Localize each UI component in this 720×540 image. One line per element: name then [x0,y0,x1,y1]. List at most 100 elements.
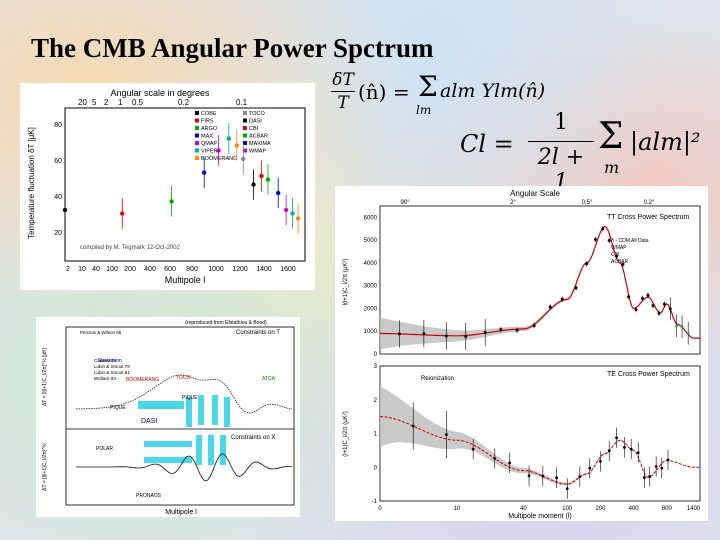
plot1-legend-item: ACBAR [249,134,268,140]
te-data-point [599,460,602,463]
te-data-point [615,436,618,440]
plot1-top-tick: 20 [78,98,87,107]
plot2-annotation: Saskatoon [98,358,122,364]
tt-data-point [585,262,589,266]
plot1-legend-swatch [195,148,199,153]
plot2-constraint-bar [196,435,202,465]
tt-data-point [675,324,679,328]
tt-data-point [574,286,578,290]
plot3-svg: Angular Scale 90° 2° 0.5° 0.2° l(l+1)C_l… [343,189,701,520]
plot3-top-ticks: 90° 2° 0.5° 0.2° [400,200,655,206]
plot2-annotation: TOCO [176,375,190,381]
equation-cl: Cl = 1 2l + 1 Σ m |alm|² [460,110,710,195]
plot1-data-point [295,216,301,221]
plot3-y-tick: 1000 [364,329,378,335]
plot1-legend-item: MAX [201,134,213,140]
plot3-top-tick: 0.5° [582,200,593,206]
plot2-annotation: PRONAOS [136,493,162,499]
plot1-data-point [241,156,246,162]
plot2-annotation: BOOMERANG [126,377,159,383]
tt-data-point [601,227,605,231]
plot2-constraint-bar [224,397,230,427]
te-data-point [666,458,670,462]
plot1-data-point [283,207,289,213]
tt-data-point [483,331,487,335]
plot2-constraint-bar [208,435,214,465]
te-data-point [555,476,558,480]
plot1-legend-item: FIRS [201,119,214,125]
plot3-tt-frame [379,205,701,355]
plot3-te-title: TE Cross Power Spectrum [607,371,690,378]
tt-data-point [422,332,426,336]
plot1-data-point [259,173,264,179]
plot1-x-tick: 400 [144,266,156,273]
plot3-y-tick: 2000 [364,306,378,312]
plot2-constraint-bar [220,435,226,465]
te-data-point [578,475,582,479]
plot1-legend-swatch [195,118,199,123]
plot3-top-tick: 2° [510,200,516,206]
plot1-data-point [169,199,174,204]
plot2-frame [65,326,295,506]
plot1-x-tick: 2 [66,266,70,273]
tt-data-point [615,254,619,258]
eq1-delta-t: δT [332,70,354,90]
sum-symbol-1: Σ [418,70,438,103]
plot3-y-tick: 2 [374,398,378,404]
plot3-top-tick: 0.2° [644,200,655,206]
eq1-sum-sub: lm [416,103,432,117]
plot2-svg: (reproduced from Efstathiou & Bond) Cons… [41,320,295,516]
plot1-top-ticks: 20 5 2 1 0.5 0.2 0.1 [78,98,248,107]
tt-data-point [532,324,536,328]
plot1-x-label: Multipole l [165,275,206,285]
plot3-y-tick: 6000 [364,215,378,221]
plot1-data-point [120,211,125,216]
slide-title: The CMB Angular Power Spctrum [31,33,434,63]
plot3-x-label: Multipole moment (l) [508,513,571,520]
plot3-legend-item: ACBAR [611,259,629,265]
plot1-legend-item: ARGO [201,126,218,132]
tt-data-point [464,334,468,338]
plot3-x-tick: 200 [595,506,606,512]
te-data-point [588,466,592,470]
tt-data-point [444,334,448,338]
plot1-legend-swatch [243,111,247,115]
plot1-legend-swatch [243,141,247,145]
eq2-rhs: |alm|² [630,128,701,156]
eq1-rhs: alm Ylm(n̂) [440,80,546,102]
plot1-legend-swatch [243,126,247,130]
tt-data-point [686,331,690,335]
plot2-legend-item: Wollack 93 [94,376,116,381]
plot1-top-tick: 0.2 [178,98,190,107]
plot2-y-label-top: ΔT = [l(l+1)C_l/2π]^½ [μK] [41,347,48,406]
plot1-x-ticks: 2 10 40 100 200 400 600 800 1000 1200 14… [66,266,296,273]
tt-data-point [668,307,672,311]
plot1-legend-item: TOCO [249,111,266,117]
tt-data-point [593,238,597,242]
plot1-legend-item: COBE [201,111,217,117]
plot1-points [62,123,301,234]
plot3-y-tick: 0 [374,465,378,471]
plot2-annotations: Saskatoon ATCA TOCO BOOMERANG PIQUE DASI… [96,358,276,499]
tt-data-point [634,308,638,312]
plot3-y-tick: 0 [374,352,378,358]
eq1-t: T [337,93,349,113]
plot1-legend-item: CBI [249,126,259,132]
plot2-constraint-bar [144,441,192,447]
te-data-point [444,433,448,437]
plot1-frame [64,107,306,262]
plot3-y-label-top: l(l+1)C_l/2π (μK²) [343,259,349,306]
plot3-x-tick: 1400 [687,506,701,512]
plot2-top-label: Constraints on T [236,330,280,336]
plot1-x-tick: 1200 [232,266,248,273]
plot3-y-tick: 4000 [364,261,378,267]
plot2-legend-item: Lubin & Smoot 79 [94,364,130,369]
constraints-plot: (reproduced from Efstathiou & Bond) Cons… [36,317,300,517]
tt-data-point [499,328,503,332]
te-data-point [660,466,664,470]
plot2-annotation: PIQUE [110,405,126,411]
plot3-y-ticks-top: 6000 5000 4000 3000 2000 1000 0 [364,215,378,358]
plot1-legend-item: BOOMERANG [201,156,237,162]
plot3-x-tick: 10 [454,506,461,512]
